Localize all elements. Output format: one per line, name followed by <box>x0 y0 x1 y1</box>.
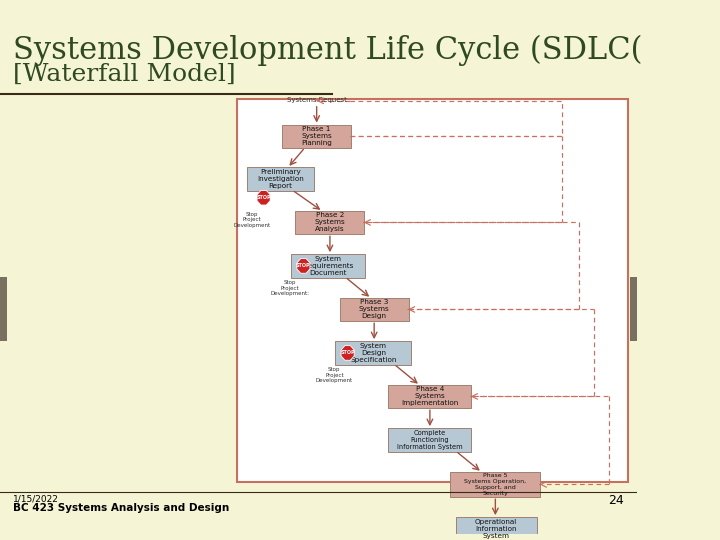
Text: Stop
Project
Development: Stop Project Development <box>233 212 271 228</box>
Text: Preliminary
Investigation
Report: Preliminary Investigation Report <box>257 169 304 189</box>
Polygon shape <box>341 346 354 360</box>
FancyBboxPatch shape <box>0 277 7 341</box>
FancyBboxPatch shape <box>630 277 637 341</box>
Text: Phase 5
Systems Operation,
Support, and
Security: Phase 5 Systems Operation, Support, and … <box>464 473 526 496</box>
Text: Phase 4
Systems
Implementation: Phase 4 Systems Implementation <box>401 387 459 407</box>
FancyBboxPatch shape <box>247 167 314 191</box>
Text: BC 423 Systems Analysis and Design: BC 423 Systems Analysis and Design <box>13 503 230 513</box>
Text: System
Design
Specification: System Design Specification <box>350 343 397 363</box>
Text: Phase 1
Systems
Planning: Phase 1 Systems Planning <box>301 126 332 146</box>
Polygon shape <box>297 259 310 273</box>
Text: Systems Development Life Cycle (SDLC(: Systems Development Life Cycle (SDLC( <box>13 35 643 66</box>
FancyBboxPatch shape <box>295 211 364 234</box>
FancyBboxPatch shape <box>450 471 541 497</box>
Polygon shape <box>257 191 270 205</box>
Text: 1/15/2022: 1/15/2022 <box>13 494 59 503</box>
Text: Complete
Functioning
Information System: Complete Functioning Information System <box>397 430 463 450</box>
Text: [Waterfall Model]: [Waterfall Model] <box>13 63 236 86</box>
FancyBboxPatch shape <box>456 517 537 540</box>
FancyBboxPatch shape <box>388 428 472 452</box>
Text: STOP: STOP <box>256 195 271 200</box>
Text: Phase 2
Systems
Analysis: Phase 2 Systems Analysis <box>315 212 346 232</box>
Text: Systems Request: Systems Request <box>287 97 346 103</box>
Text: Stop
Project
Development: Stop Project Development <box>316 367 353 383</box>
FancyBboxPatch shape <box>282 125 351 148</box>
FancyBboxPatch shape <box>336 341 411 365</box>
FancyBboxPatch shape <box>291 254 365 278</box>
FancyBboxPatch shape <box>388 384 472 408</box>
Text: Phase 3
Systems
Design: Phase 3 Systems Design <box>359 300 390 320</box>
Text: Stop
Project
Development:: Stop Project Development: <box>271 280 310 296</box>
Text: 24: 24 <box>608 494 624 507</box>
Text: Operational
Information
System: Operational Information System <box>475 519 518 539</box>
FancyBboxPatch shape <box>237 99 628 482</box>
Text: STOP: STOP <box>296 264 311 268</box>
FancyBboxPatch shape <box>340 298 409 321</box>
Text: System
Requirements
Document: System Requirements Document <box>303 256 354 276</box>
Text: STOP: STOP <box>341 350 355 355</box>
